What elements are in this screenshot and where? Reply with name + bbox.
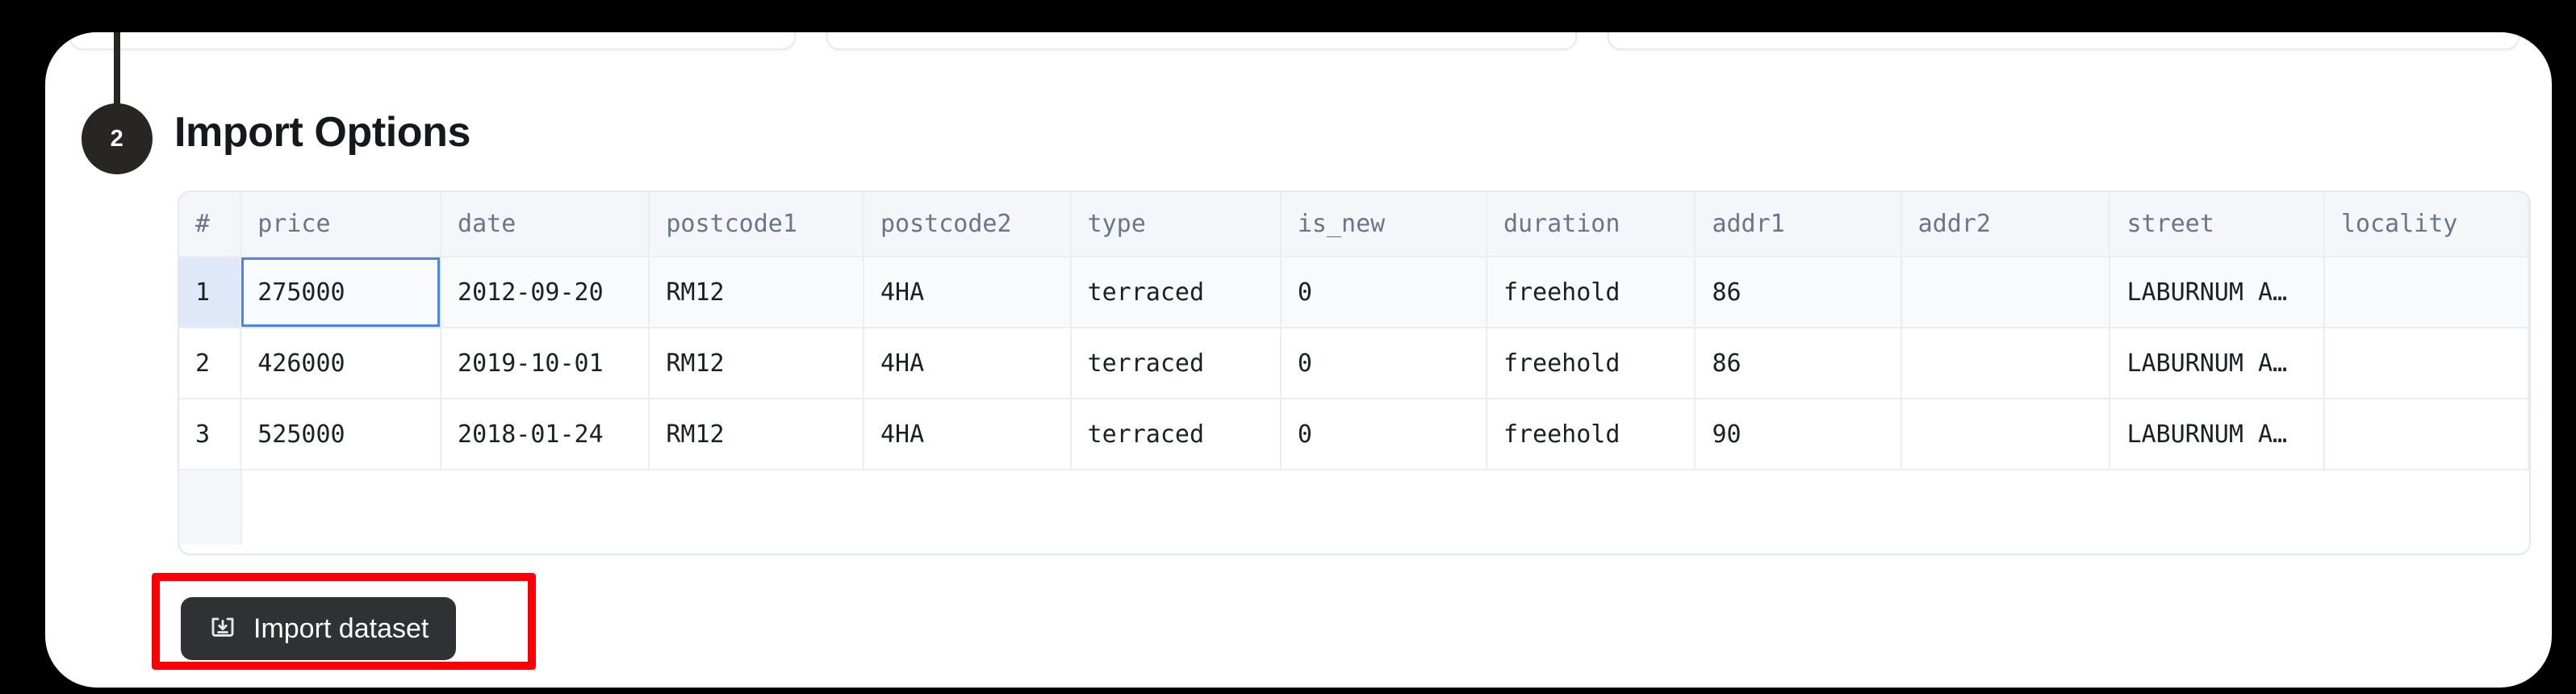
step-number: 2 [110,125,124,152]
cell-price[interactable]: 525000 [240,399,442,470]
cell-is_new[interactable]: 0 [1280,328,1487,399]
column-header-street[interactable]: street [2110,192,2325,257]
cell-type[interactable]: terraced [1070,399,1282,470]
column-header-addr1[interactable]: addr1 [1695,192,1902,257]
step-connector-line [114,32,120,113]
cell-postcode1[interactable]: RM12 [649,328,864,399]
step-rail: 2 [45,32,153,299]
content-panel: 2 Import Options # price date postcode1 post… [45,32,2552,688]
cell-street[interactable]: LABURNUM A… [2110,257,2325,328]
table-body: 1 275000 2012-09-20 RM12 4HA terraced 0 freehol… [179,257,2529,470]
step-badge-2: 2 [82,103,153,174]
column-header-date[interactable]: date [441,192,650,257]
table-header-row: # price date postcode1 postcode2 type is_new du… [179,192,2529,257]
cell-price[interactable]: 275000 [240,257,442,328]
row-number: 3 [179,399,242,470]
grid-scroll-area[interactable]: # price date postcode1 postcode2 type is_new du… [179,192,2529,554]
cell-locality[interactable] [2323,257,2529,328]
cell-duration[interactable]: freehold [1486,399,1696,470]
previous-step-card-2 [826,32,1577,50]
column-header-price[interactable]: price [240,192,442,257]
cell-is_new[interactable]: 0 [1280,257,1487,328]
table-row[interactable]: 3 525000 2018-01-24 RM12 4HA terraced 0 freehol… [179,399,2529,470]
cell-date[interactable]: 2019-10-01 [441,328,650,399]
column-header-rownum: # [179,192,242,257]
cell-type[interactable]: terraced [1070,257,1282,328]
column-header-type[interactable]: type [1070,192,1282,257]
column-header-postcode2[interactable]: postcode2 [863,192,1072,257]
cell-addr2[interactable] [1901,257,2111,328]
page-title: Import Options [174,109,471,156]
cell-date[interactable]: 2018-01-24 [441,399,650,470]
cell-duration[interactable]: freehold [1486,328,1696,399]
cell-type[interactable]: terraced [1070,328,1282,399]
table-row[interactable]: 1 275000 2012-09-20 RM12 4HA terraced 0 freehol… [179,257,2529,328]
cell-locality[interactable] [2323,328,2529,399]
grid-empty-filler [179,470,2529,545]
column-header-addr2[interactable]: addr2 [1901,192,2111,257]
import-dataset-button[interactable]: Import dataset [181,597,457,660]
import-preview-table: # price date postcode1 postcode2 type is_new du… [179,192,2529,470]
grid-filler-gutter [179,470,242,545]
previous-step-card-1 [69,32,796,50]
column-header-is_new[interactable]: is_new [1280,192,1487,257]
cell-locality[interactable] [2323,399,2529,470]
cell-addr1[interactable]: 86 [1695,328,1902,399]
cell-is_new[interactable]: 0 [1280,399,1487,470]
cell-street[interactable]: LABURNUM A… [2110,399,2325,470]
previous-step-card-3 [1608,32,2520,50]
column-header-duration[interactable]: duration [1486,192,1696,257]
cell-postcode2[interactable]: 4HA [863,399,1072,470]
import-dataset-label: Import dataset [253,612,429,644]
cell-date[interactable]: 2012-09-20 [441,257,650,328]
cell-addr1[interactable]: 90 [1695,399,1902,470]
row-number: 1 [179,257,242,328]
row-number: 2 [179,328,242,399]
column-header-locality[interactable]: locality [2323,192,2529,257]
cell-addr2[interactable] [1901,399,2111,470]
cell-street[interactable]: LABURNUM A… [2110,328,2325,399]
cell-price[interactable]: 426000 [240,328,442,399]
cell-postcode2[interactable]: 4HA [863,328,1072,399]
cell-postcode1[interactable]: RM12 [649,399,864,470]
cell-addr2[interactable] [1901,328,2111,399]
table-header: # price date postcode1 postcode2 type is_new du… [179,192,2529,257]
cell-addr1[interactable]: 86 [1695,257,1902,328]
import-tray-icon [208,614,237,643]
column-header-postcode1[interactable]: postcode1 [649,192,864,257]
cell-postcode1[interactable]: RM12 [649,257,864,328]
cell-duration[interactable]: freehold [1486,257,1696,328]
table-row[interactable]: 2 426000 2019-10-01 RM12 4HA terraced 0 freehol… [179,328,2529,399]
cell-postcode2[interactable]: 4HA [863,257,1072,328]
import-preview-grid-container[interactable]: # price date postcode1 postcode2 type is_new du… [178,190,2531,555]
